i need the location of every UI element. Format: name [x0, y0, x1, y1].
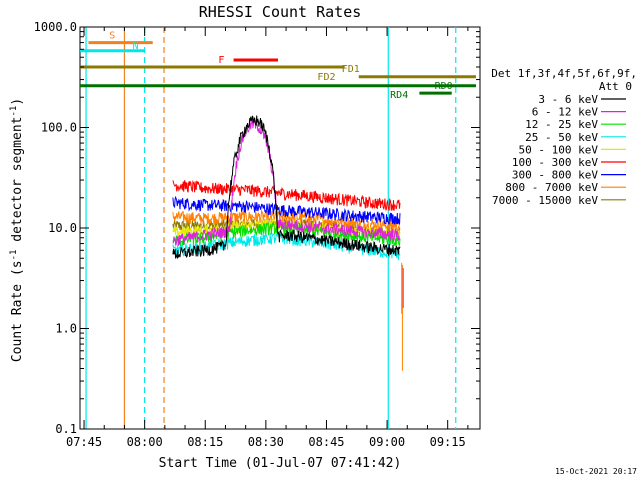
legend-label: 100 - 300 keV [512, 156, 598, 169]
x-tick-label: 08:30 [248, 435, 284, 449]
y-tick-label: 100.0 [41, 121, 77, 135]
y-axis-label-part: Count Rate (s [10, 260, 25, 362]
series-line [172, 115, 401, 260]
x-axis: 07:45 08:00 08:15 08:30 08:45 09:00 09:15 [66, 27, 469, 449]
legend-label: 25 - 50 keV [525, 131, 598, 144]
legend: Det 1f,3f,4f,5f,6f,9f, Att 0 3 - 6 keV6 … [491, 67, 637, 207]
y-tick-label: 0.1 [55, 422, 77, 436]
y-axis-label-sup: -1 [9, 250, 19, 261]
flag-label: N [133, 41, 139, 52]
legend-label: 7000 - 15000 keV [492, 194, 598, 207]
y-axis-label-part: ) [10, 98, 25, 106]
x-tick-label: 08:45 [308, 435, 344, 449]
flag-label: FD1 [342, 64, 360, 75]
flag-label: F [218, 55, 224, 66]
y-axis-label: Count Rate (s-1 detector segment-1) [9, 98, 25, 362]
flag-label: FD2 [317, 72, 335, 83]
x-tick-label: 08:15 [187, 435, 223, 449]
plot-frame [79, 26, 481, 430]
x-tick-label: 09:15 [430, 435, 466, 449]
y-axis: 0.1 1.0 10.0 100.0 1000.0 [34, 20, 480, 436]
y-axis-label-sup: -1 [9, 106, 19, 117]
x-tick-label: 08:00 [127, 435, 163, 449]
y-tick-label: 1.0 [55, 322, 77, 336]
legend-label: 12 - 25 keV [525, 118, 598, 131]
timestamp: 15-Oct-2021 20:17 [555, 467, 637, 476]
legend-label: 800 - 7000 keV [505, 181, 598, 194]
plot-area: S N F FD1 FD2 RD0 RD4 [79, 26, 481, 430]
y-tick-label: 10.0 [48, 221, 77, 235]
x-axis-label: Start Time (01-Jul-07 07:41:42) [159, 456, 402, 471]
x-tick-label: 07:45 [66, 435, 102, 449]
flag-label: RD0 [435, 81, 453, 92]
flag-label: RD4 [390, 90, 408, 101]
legend-label: 50 - 100 keV [519, 143, 599, 156]
y-tick-label: 1000.0 [34, 20, 77, 34]
flag-label: S [109, 31, 115, 42]
legend-label: 300 - 800 keV [512, 169, 598, 182]
series-line [172, 180, 401, 211]
chart-title: RHESSI Count Rates [199, 3, 362, 21]
legend-header: Det 1f,3f,4f,5f,6f,9f, [491, 67, 637, 80]
legend-label: 6 - 12 keV [532, 106, 599, 119]
series-line [172, 195, 401, 225]
legend-label: 3 - 6 keV [538, 93, 598, 106]
y-axis-label-part: detector segment [10, 117, 25, 250]
legend-header-att: Att 0 [599, 80, 632, 93]
x-tick-label: 09:00 [369, 435, 405, 449]
series-line [172, 118, 401, 247]
